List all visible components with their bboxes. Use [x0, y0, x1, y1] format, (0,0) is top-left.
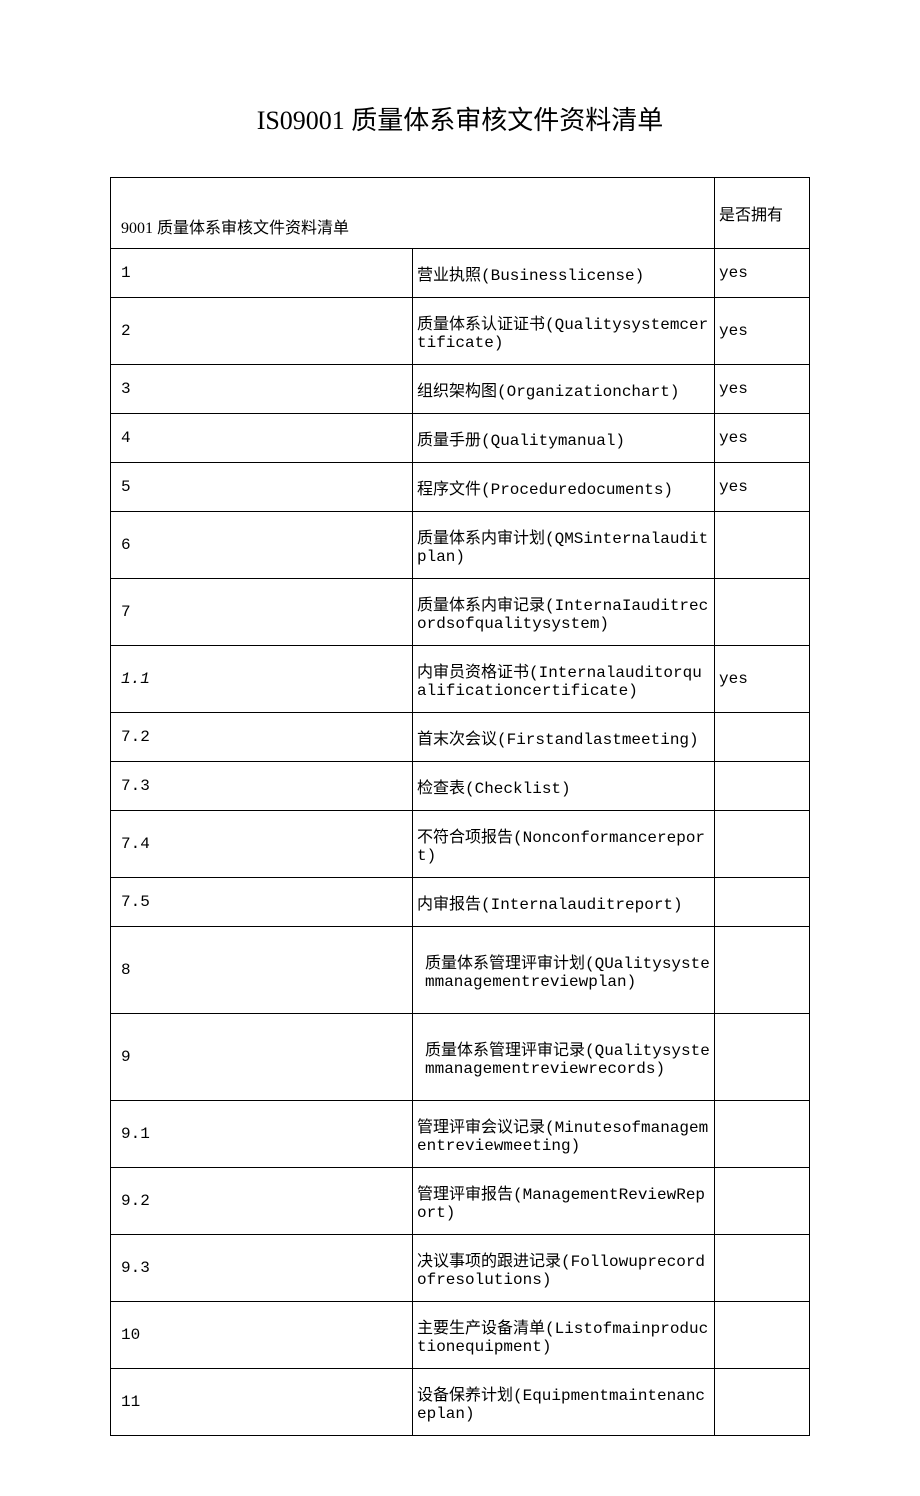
row-owned: [715, 1235, 810, 1302]
table-row: 2质量体系认证证书(Qualitysystemcertificate)yes: [111, 298, 810, 365]
row-number: 7.4: [111, 811, 413, 878]
row-description: 质量体系管理评审计划(QUalitysystemmanagementreview…: [413, 927, 715, 1014]
table-row: 11设备保养计划(Equipmentmaintenanceplan): [111, 1369, 810, 1436]
row-description: 质量体系内审记录(InternaIauditrecordsofqualitysy…: [413, 579, 715, 646]
table-row: 1.1内审员资格证书(Internalauditorqualificationc…: [111, 646, 810, 713]
row-number: 4: [111, 414, 413, 463]
row-number: 9.1: [111, 1101, 413, 1168]
header-left: 9001 质量体系审核文件资料清单: [111, 178, 715, 249]
row-owned: [715, 1369, 810, 1436]
row-description: 组织架构图(Organizationchart): [413, 365, 715, 414]
page-title: IS09001 质量体系审核文件资料清单: [110, 100, 810, 137]
row-owned: yes: [715, 646, 810, 713]
row-owned: [715, 927, 810, 1014]
table-header-row: 9001 质量体系审核文件资料清单 是否拥有: [111, 178, 810, 249]
row-owned: yes: [715, 249, 810, 298]
row-number: 3: [111, 365, 413, 414]
table-row: 3组织架构图(Organizationchart)yes: [111, 365, 810, 414]
row-number: 5: [111, 463, 413, 512]
table-row: 7.4不符合项报告(Nonconformancereport): [111, 811, 810, 878]
row-description: 管理评审会议记录(Minutesofmanagementreviewmeetin…: [413, 1101, 715, 1168]
table-row: 4质量手册(Qualitymanual)yes: [111, 414, 810, 463]
row-description: 内审员资格证书(Internalauditorqualificationcert…: [413, 646, 715, 713]
row-owned: [715, 1101, 810, 1168]
row-number: 10: [111, 1302, 413, 1369]
row-description: 质量体系认证证书(Qualitysystemcertificate): [413, 298, 715, 365]
row-description: 不符合项报告(Nonconformancereport): [413, 811, 715, 878]
row-number: 7.3: [111, 762, 413, 811]
row-description: 营业执照(Businesslicense): [413, 249, 715, 298]
row-number: 6: [111, 512, 413, 579]
row-number: 7.2: [111, 713, 413, 762]
row-owned: yes: [715, 298, 810, 365]
table-row: 9质量体系管理评审记录(Qualitysystemmanagementrevie…: [111, 1014, 810, 1101]
row-description: 主要生产设备清单(Listofmainproductionequipment): [413, 1302, 715, 1369]
table-row: 10主要生产设备清单(Listofmainproductionequipment…: [111, 1302, 810, 1369]
row-owned: [715, 1168, 810, 1235]
row-number: 11: [111, 1369, 413, 1436]
row-owned: [715, 579, 810, 646]
table-row: 9.3决议事项的跟进记录(Followuprecordofresolutions…: [111, 1235, 810, 1302]
row-number: 9: [111, 1014, 413, 1101]
table-row: 5程序文件(Proceduredocuments)yes: [111, 463, 810, 512]
table-row: 7.2首末次会议(Firstandlastmeeting): [111, 713, 810, 762]
document-page: IS09001 质量体系审核文件资料清单 9001 质量体系审核文件资料清单 是…: [0, 0, 920, 1496]
row-description: 质量体系管理评审记录(Qualitysystemmanagementreview…: [413, 1014, 715, 1101]
row-owned: [715, 762, 810, 811]
row-number: 9.2: [111, 1168, 413, 1235]
row-owned: [715, 512, 810, 579]
row-owned: [715, 811, 810, 878]
row-number: 8: [111, 927, 413, 1014]
table-body: 9001 质量体系审核文件资料清单 是否拥有 1营业执照(Businesslic…: [111, 178, 810, 1436]
checklist-table: 9001 质量体系审核文件资料清单 是否拥有 1营业执照(Businesslic…: [110, 177, 810, 1436]
row-description: 质量体系内审计划(QMSinternalauditplan): [413, 512, 715, 579]
row-number: 2: [111, 298, 413, 365]
table-row: 9.1管理评审会议记录(Minutesofmanagementreviewmee…: [111, 1101, 810, 1168]
table-row: 1营业执照(Businesslicense)yes: [111, 249, 810, 298]
row-description: 决议事项的跟进记录(Followuprecordofresolutions): [413, 1235, 715, 1302]
row-description: 质量手册(Qualitymanual): [413, 414, 715, 463]
table-row: 8质量体系管理评审计划(QUalitysystemmanagementrevie…: [111, 927, 810, 1014]
table-row: 6质量体系内审计划(QMSinternalauditplan): [111, 512, 810, 579]
row-number: 1.1: [111, 646, 413, 713]
row-description: 首末次会议(Firstandlastmeeting): [413, 713, 715, 762]
row-description: 管理评审报告(ManagementReviewReport): [413, 1168, 715, 1235]
row-number: 9.3: [111, 1235, 413, 1302]
header-right: 是否拥有: [715, 178, 810, 249]
table-row: 7.5内审报告(Internalauditreport): [111, 878, 810, 927]
row-owned: [715, 1014, 810, 1101]
row-description: 设备保养计划(Equipmentmaintenanceplan): [413, 1369, 715, 1436]
row-description: 程序文件(Proceduredocuments): [413, 463, 715, 512]
row-description: 检查表(Checklist): [413, 762, 715, 811]
row-owned: yes: [715, 463, 810, 512]
row-number: 1: [111, 249, 413, 298]
table-row: 9.2管理评审报告(ManagementReviewReport): [111, 1168, 810, 1235]
table-row: 7.3检查表(Checklist): [111, 762, 810, 811]
row-owned: yes: [715, 414, 810, 463]
row-description: 内审报告(Internalauditreport): [413, 878, 715, 927]
row-owned: [715, 878, 810, 927]
row-owned: [715, 1302, 810, 1369]
row-owned: yes: [715, 365, 810, 414]
row-number: 7: [111, 579, 413, 646]
row-owned: [715, 713, 810, 762]
row-number: 7.5: [111, 878, 413, 927]
table-row: 7质量体系内审记录(InternaIauditrecordsofqualitys…: [111, 579, 810, 646]
